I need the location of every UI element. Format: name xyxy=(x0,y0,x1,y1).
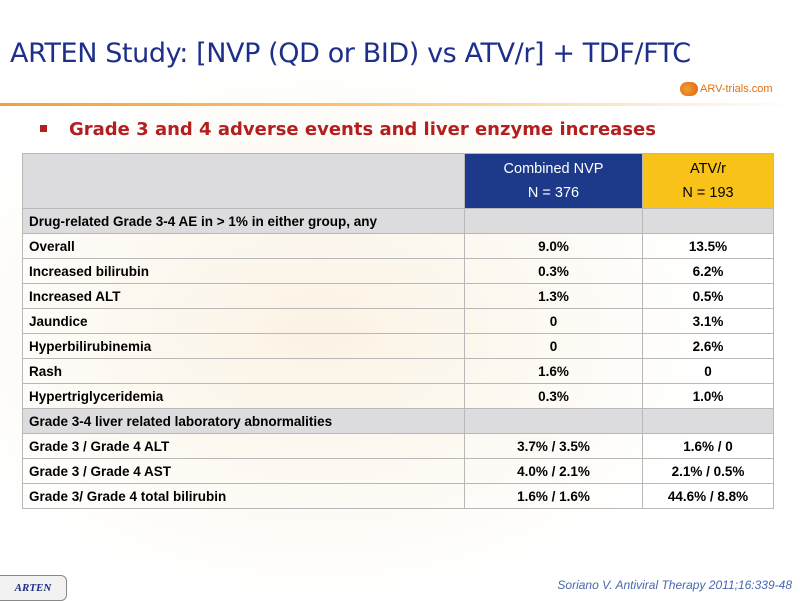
row-atv-value xyxy=(642,408,774,434)
adverse-events-table: Combined NVP N = 376 ATV/r N = 193 Drug-… xyxy=(22,153,774,509)
row-label: Rash xyxy=(22,358,465,384)
row-label: Grade 3 / Grade 4 ALT xyxy=(22,433,465,459)
row-atv-value: 6.2% xyxy=(642,258,774,284)
logo-icon xyxy=(680,82,698,96)
row-nvp-value: 0.3% xyxy=(464,258,643,284)
row-atv-value: 0.5% xyxy=(642,283,774,309)
row-atv-value: 1.6% / 0 xyxy=(642,433,774,459)
row-label: Grade 3-4 liver related laboratory abnor… xyxy=(22,408,465,434)
row-atv-value: 1.0% xyxy=(642,383,774,409)
table-row: Increased ALT 1.3% 0.5% xyxy=(22,283,774,309)
row-label: Grade 3 / Grade 4 AST xyxy=(22,458,465,484)
title-divider xyxy=(0,103,800,106)
section-row-drug-related-ae: Drug-related Grade 3-4 AE in > 1% in eit… xyxy=(22,208,774,234)
header-atv-name: ATV/r xyxy=(690,161,726,177)
row-nvp-value: 4.0% / 2.1% xyxy=(464,458,643,484)
row-atv-value: 13.5% xyxy=(642,233,774,259)
row-nvp-value: 0 xyxy=(464,308,643,334)
header-atv-r: ATV/r N = 193 xyxy=(642,153,774,209)
table-row: Overall 9.0% 13.5% xyxy=(22,233,774,259)
row-nvp-value xyxy=(464,208,643,234)
row-nvp-value: 1.6% xyxy=(464,358,643,384)
row-atv-value: 3.1% xyxy=(642,308,774,334)
table-row: Grade 3 / Grade 4 AST 4.0% / 2.1% 2.1% /… xyxy=(22,458,774,484)
table-row: Grade 3 / Grade 4 ALT 3.7% / 3.5% 1.6% /… xyxy=(22,433,774,459)
row-atv-value: 2.6% xyxy=(642,333,774,359)
row-nvp-value: 0 xyxy=(464,333,643,359)
header-combined-nvp: Combined NVP N = 376 xyxy=(464,153,643,209)
row-nvp-value: 3.7% / 3.5% xyxy=(464,433,643,459)
row-nvp-value: 1.6% / 1.6% xyxy=(464,483,643,509)
bullet-square-icon xyxy=(40,124,47,132)
table-row: Hyperbilirubinemia 0 2.6% xyxy=(22,333,774,359)
row-label: Jaundice xyxy=(22,308,465,334)
footer-citation: Soriano V. Antiviral Therapy 2011;16:339… xyxy=(557,578,792,592)
row-nvp-value xyxy=(464,408,643,434)
row-atv-value: 44.6% / 8.8% xyxy=(642,483,774,509)
table-row: Jaundice 0 3.1% xyxy=(22,308,774,334)
row-label: Increased bilirubin xyxy=(22,258,465,284)
arv-trials-logo: ARV-trials.com xyxy=(680,80,795,98)
header-corner-cell xyxy=(22,153,465,209)
table-row: Hypertriglyceridemia 0.3% 1.0% xyxy=(22,383,774,409)
row-atv-value xyxy=(642,208,774,234)
row-nvp-value: 0.3% xyxy=(464,383,643,409)
row-nvp-value: 1.3% xyxy=(464,283,643,309)
row-label: Hypertriglyceridemia xyxy=(22,383,465,409)
row-label: Overall xyxy=(22,233,465,259)
section-row-liver-abnormalities: Grade 3-4 liver related laboratory abnor… xyxy=(22,408,774,434)
logo-text: ARV-trials.com xyxy=(700,83,773,95)
bullet-point: Grade 3 and 4 adverse events and liver e… xyxy=(40,119,656,140)
table-row: Rash 1.6% 0 xyxy=(22,358,774,384)
table-header-row: Combined NVP N = 376 ATV/r N = 193 xyxy=(22,153,774,209)
table-row: Grade 3/ Grade 4 total bilirubin 1.6% / … xyxy=(22,483,774,509)
header-nvp-n: N = 376 xyxy=(527,185,580,201)
slide-title: ARTEN Study: [NVP (QD or BID) vs ATV/r] … xyxy=(10,38,691,69)
row-label: Hyperbilirubinemia xyxy=(22,333,465,359)
row-atv-value: 0 xyxy=(642,358,774,384)
row-label: Drug-related Grade 3-4 AE in > 1% in eit… xyxy=(22,208,465,234)
footer-study-tag: ARTEN xyxy=(0,575,67,601)
row-label: Increased ALT xyxy=(22,283,465,309)
row-nvp-value: 9.0% xyxy=(464,233,643,259)
header-atv-n: N = 193 xyxy=(682,185,734,201)
bullet-text: Grade 3 and 4 adverse events and liver e… xyxy=(69,119,656,140)
row-atv-value: 2.1% / 0.5% xyxy=(642,458,774,484)
header-nvp-name: Combined NVP xyxy=(503,161,604,177)
table-row: Increased bilirubin 0.3% 6.2% xyxy=(22,258,774,284)
row-label: Grade 3/ Grade 4 total bilirubin xyxy=(22,483,465,509)
